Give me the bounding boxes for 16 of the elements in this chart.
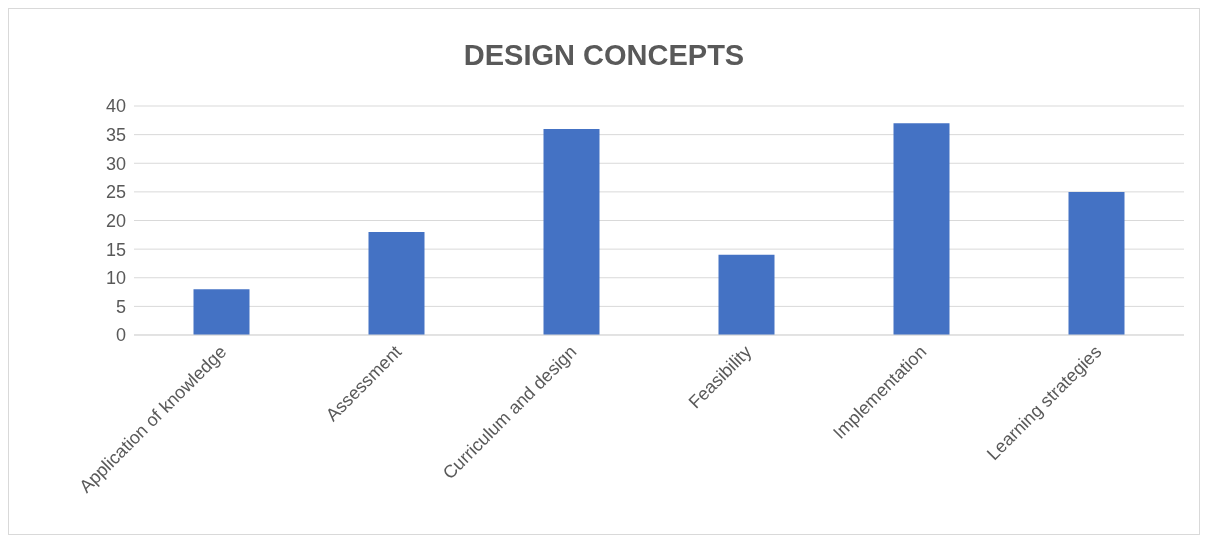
bar xyxy=(193,289,250,335)
bar xyxy=(368,231,425,335)
y-tick-label: 0 xyxy=(115,325,126,346)
y-tick-label: 15 xyxy=(105,239,126,260)
bar xyxy=(1068,191,1125,335)
bar xyxy=(718,254,775,335)
y-tick-label: 40 xyxy=(105,96,126,117)
y-tick-label: 30 xyxy=(105,153,126,174)
chart-title: DESIGN CONCEPTS xyxy=(462,39,746,72)
y-tick-label: 35 xyxy=(105,125,126,146)
bar xyxy=(543,128,600,335)
bar xyxy=(893,123,950,335)
y-tick-label: 5 xyxy=(115,296,126,317)
y-tick-label: 25 xyxy=(105,182,126,203)
y-tick-label: 20 xyxy=(105,210,126,231)
y-tick-label: 10 xyxy=(105,268,126,289)
